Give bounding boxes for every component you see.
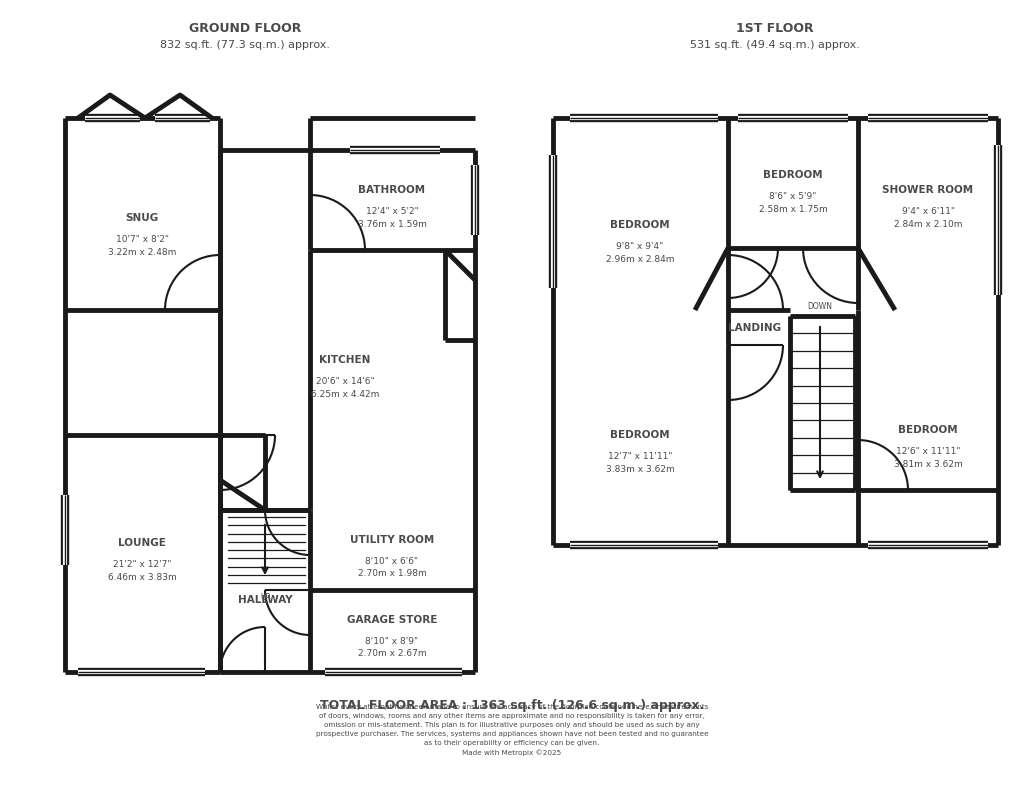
Text: Whilst every attempt has been made to ensure the accuracy of the floorplan conta: Whilst every attempt has been made to en… xyxy=(315,704,709,756)
Text: UP: UP xyxy=(260,593,270,602)
Text: 531 sq.ft. (49.4 sq.m.) approx.: 531 sq.ft. (49.4 sq.m.) approx. xyxy=(690,40,860,50)
Text: 12'6" x 11'11"
3.81m x 3.62m: 12'6" x 11'11" 3.81m x 3.62m xyxy=(894,447,963,468)
Text: SHOWER ROOM: SHOWER ROOM xyxy=(883,185,974,195)
Text: GROUND FLOOR: GROUND FLOOR xyxy=(188,21,301,35)
Text: BEDROOM: BEDROOM xyxy=(610,430,670,440)
Text: 1ST FLOOR: 1ST FLOOR xyxy=(736,21,814,35)
Text: LANDING: LANDING xyxy=(728,323,781,333)
Text: DOWN: DOWN xyxy=(808,302,833,311)
Text: 832 sq.ft. (77.3 sq.m.) approx.: 832 sq.ft. (77.3 sq.m.) approx. xyxy=(160,40,330,50)
Text: 9'4" x 6'11"
2.84m x 2.10m: 9'4" x 6'11" 2.84m x 2.10m xyxy=(894,207,963,229)
Text: 8'10" x 6'6"
2.70m x 1.98m: 8'10" x 6'6" 2.70m x 1.98m xyxy=(357,557,426,578)
Text: 10'7" x 8'2"
3.22m x 2.48m: 10'7" x 8'2" 3.22m x 2.48m xyxy=(108,235,176,256)
Text: SNUG: SNUG xyxy=(125,213,159,223)
Text: BEDROOM: BEDROOM xyxy=(763,170,823,180)
Text: BEDROOM: BEDROOM xyxy=(610,220,670,230)
Text: 8'10" x 8'9"
2.70m x 2.67m: 8'10" x 8'9" 2.70m x 2.67m xyxy=(357,637,426,658)
Text: TOTAL FLOOR AREA : 1363 sq.ft. (126.6 sq.m.) approx.: TOTAL FLOOR AREA : 1363 sq.ft. (126.6 sq… xyxy=(319,698,705,711)
Text: LOUNGE: LOUNGE xyxy=(118,538,166,548)
Text: 12'4" x 5'2"
3.76m x 1.59m: 12'4" x 5'2" 3.76m x 1.59m xyxy=(357,207,426,229)
Text: BATHROOM: BATHROOM xyxy=(358,185,426,195)
Text: 8'6" x 5'9"
2.58m x 1.75m: 8'6" x 5'9" 2.58m x 1.75m xyxy=(759,192,827,214)
Text: 12'7" x 11'11"
3.83m x 3.62m: 12'7" x 11'11" 3.83m x 3.62m xyxy=(605,452,675,474)
Text: 21'2" x 12'7"
6.46m x 3.83m: 21'2" x 12'7" 6.46m x 3.83m xyxy=(108,560,176,581)
Text: HALLWAY: HALLWAY xyxy=(238,595,292,605)
Text: UTILITY ROOM: UTILITY ROOM xyxy=(350,535,434,545)
Text: BEDROOM: BEDROOM xyxy=(898,425,957,435)
Text: GARAGE STORE: GARAGE STORE xyxy=(347,615,437,625)
Text: 9'8" x 9'4"
2.96m x 2.84m: 9'8" x 9'4" 2.96m x 2.84m xyxy=(606,242,674,263)
Text: 20'6" x 14'6"
6.25m x 4.42m: 20'6" x 14'6" 6.25m x 4.42m xyxy=(311,377,379,399)
Text: KITCHEN: KITCHEN xyxy=(319,355,371,365)
